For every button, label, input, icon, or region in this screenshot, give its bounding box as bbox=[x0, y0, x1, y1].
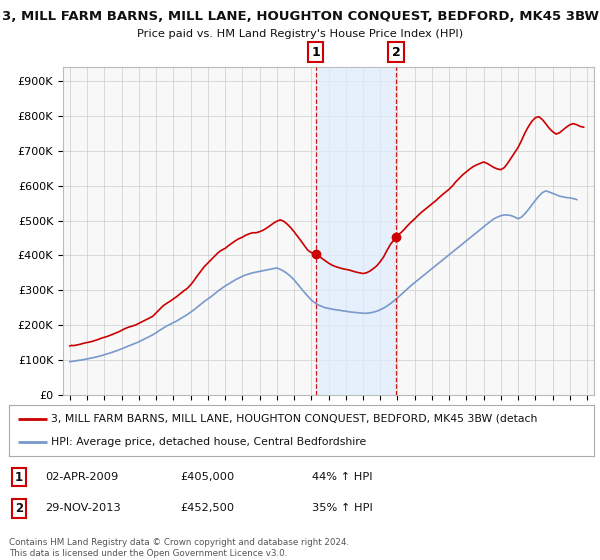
Text: 1: 1 bbox=[15, 470, 23, 484]
Text: HPI: Average price, detached house, Central Bedfordshire: HPI: Average price, detached house, Cent… bbox=[51, 437, 367, 447]
Text: £452,500: £452,500 bbox=[180, 503, 234, 514]
Text: Contains HM Land Registry data © Crown copyright and database right 2024.: Contains HM Land Registry data © Crown c… bbox=[9, 538, 349, 547]
Text: 1: 1 bbox=[311, 46, 320, 59]
Text: 2: 2 bbox=[15, 502, 23, 515]
Text: 29-NOV-2013: 29-NOV-2013 bbox=[45, 503, 121, 514]
Bar bbox=[316, 67, 396, 395]
Text: £405,000: £405,000 bbox=[180, 472, 234, 482]
Text: This data is licensed under the Open Government Licence v3.0.: This data is licensed under the Open Gov… bbox=[9, 549, 287, 558]
Text: 2: 2 bbox=[392, 46, 400, 59]
Text: 3, MILL FARM BARNS, MILL LANE, HOUGHTON CONQUEST, BEDFORD, MK45 3BW (detach: 3, MILL FARM BARNS, MILL LANE, HOUGHTON … bbox=[51, 414, 538, 424]
Text: 44% ↑ HPI: 44% ↑ HPI bbox=[312, 472, 373, 482]
Text: 02-APR-2009: 02-APR-2009 bbox=[45, 472, 118, 482]
Text: 35% ↑ HPI: 35% ↑ HPI bbox=[312, 503, 373, 514]
Text: Price paid vs. HM Land Registry's House Price Index (HPI): Price paid vs. HM Land Registry's House … bbox=[137, 29, 463, 39]
Text: 3, MILL FARM BARNS, MILL LANE, HOUGHTON CONQUEST, BEDFORD, MK45 3BW: 3, MILL FARM BARNS, MILL LANE, HOUGHTON … bbox=[1, 10, 599, 23]
